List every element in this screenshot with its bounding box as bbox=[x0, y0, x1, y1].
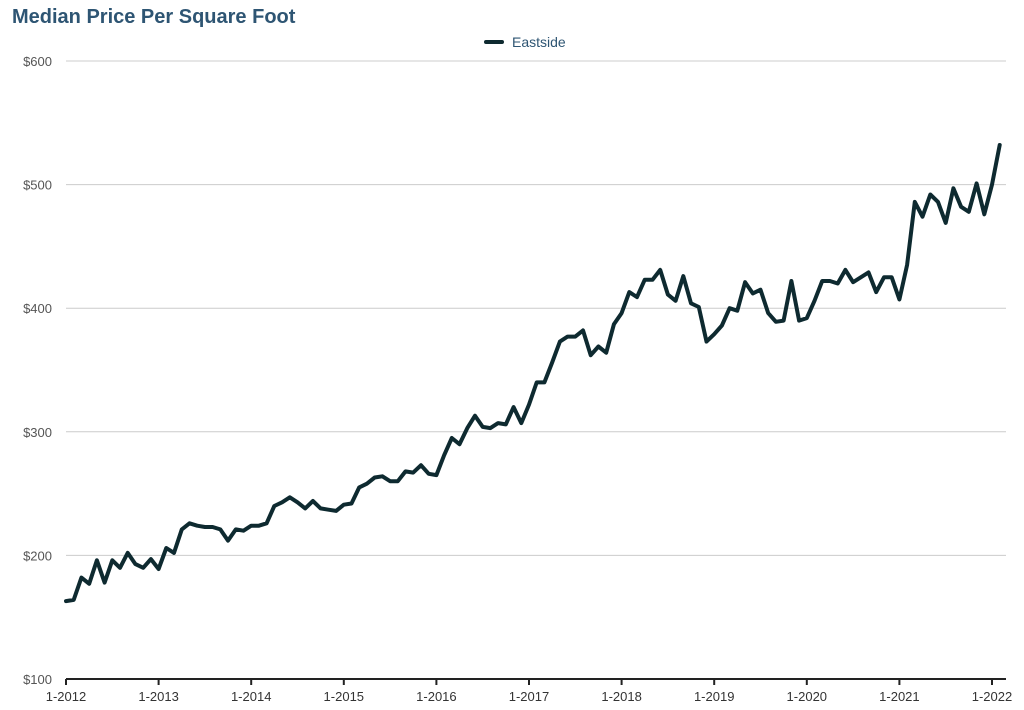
x-tick-label: 1-2016 bbox=[416, 689, 456, 704]
chart-title: Median Price Per Square Foot bbox=[12, 6, 296, 28]
x-tick-label: 1-2012 bbox=[46, 689, 86, 704]
legend: Eastside bbox=[484, 34, 566, 50]
legend-swatch bbox=[484, 40, 504, 44]
x-tick-label: 1-2015 bbox=[324, 689, 364, 704]
y-axis-ticks: $100 $200 $300 $400 $500 $600 bbox=[23, 54, 52, 687]
y-tick-label: $500 bbox=[23, 178, 52, 193]
series-line-eastside bbox=[64, 143, 1002, 604]
x-tick-label: 1-2019 bbox=[694, 689, 734, 704]
x-tick-label: 1-2014 bbox=[231, 689, 271, 704]
x-tick-label: 1-2022 bbox=[972, 689, 1012, 704]
x-tick-label: 1-2013 bbox=[138, 689, 178, 704]
y-tick-label: $100 bbox=[23, 672, 52, 687]
series-layer bbox=[64, 143, 1002, 604]
y-tick-label: $400 bbox=[23, 301, 52, 316]
y-tick-label: $200 bbox=[23, 548, 52, 563]
x-tick-label: 1-2017 bbox=[509, 689, 549, 704]
x-tick-label: 1-2020 bbox=[787, 689, 827, 704]
x-axis: 1-2012 1-2013 1-2014 1-2015 1-2016 1-2017 1-20… bbox=[46, 678, 1012, 704]
y-tick-label: $300 bbox=[23, 425, 52, 440]
grid bbox=[66, 60, 1006, 556]
x-tick-label: 1-2021 bbox=[879, 689, 919, 704]
x-tick-label: 1-2018 bbox=[601, 689, 641, 704]
legend-label: Eastside bbox=[512, 34, 566, 50]
y-tick-label: $600 bbox=[23, 54, 52, 69]
